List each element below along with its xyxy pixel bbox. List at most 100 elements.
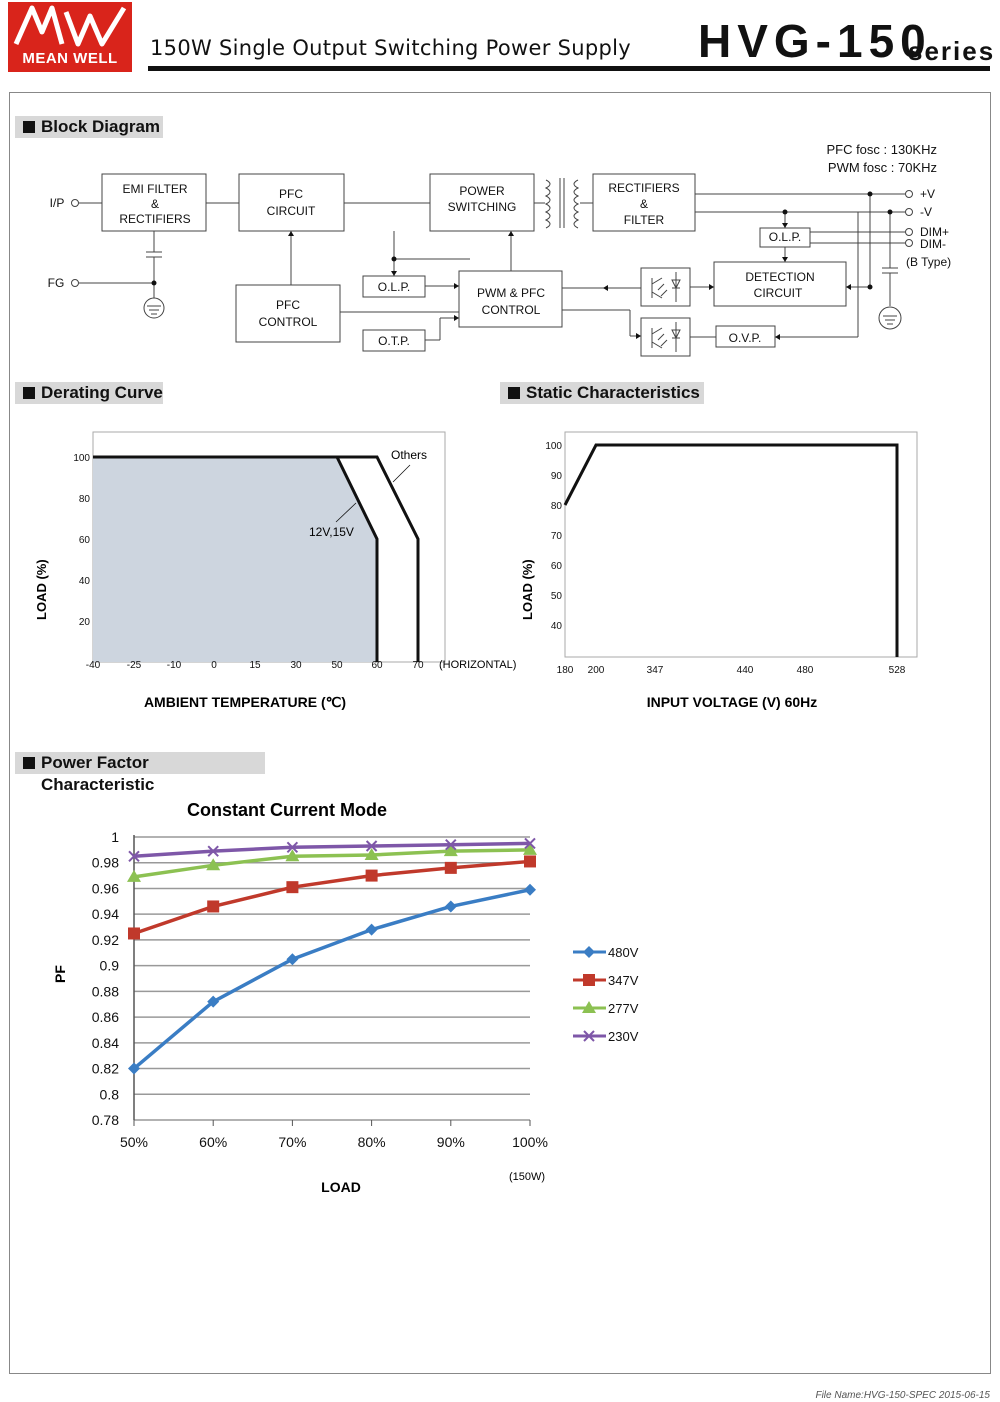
pf-point bbox=[443, 844, 458, 857]
pf-ylabel: PF bbox=[52, 965, 68, 983]
derating-x-tick: -40 bbox=[86, 660, 101, 671]
derating-x-tick: 70 bbox=[412, 660, 424, 671]
meanwell-logo: MEAN WELL bbox=[8, 2, 132, 72]
derating-y-tick: 100 bbox=[73, 453, 90, 464]
pwm-fosc-label: PWM fosc : 70KHz bbox=[828, 160, 937, 175]
page-title: 150W Single Output Switching Power Suppl… bbox=[150, 36, 631, 60]
pfc-circuit-box bbox=[238, 173, 345, 232]
pwm-label-2: CONTROL bbox=[482, 303, 541, 317]
pf-series-line bbox=[133, 859, 531, 936]
pf-series-277V bbox=[127, 842, 537, 882]
derating-x-tick: 15 bbox=[249, 660, 261, 671]
pf-point bbox=[286, 881, 299, 894]
series-label: series bbox=[908, 36, 996, 66]
detection-label-2: CIRCUIT bbox=[754, 286, 803, 300]
model-name: HVG-150 bbox=[698, 15, 932, 67]
heading-text: Power Factor Characteristic bbox=[41, 753, 155, 794]
pf-legend-label: 347V bbox=[608, 973, 639, 988]
static-x-tick: 480 bbox=[797, 665, 814, 676]
pf-point bbox=[364, 848, 379, 861]
static-load-line bbox=[563, 443, 899, 657]
pf-point bbox=[365, 840, 378, 852]
pf-point bbox=[207, 845, 219, 857]
pfc-fosc-label: PFC fosc : 130KHz bbox=[826, 142, 937, 157]
others-label: Others bbox=[391, 448, 427, 462]
pf-series-line bbox=[132, 888, 531, 1070]
derating-x-tick: 30 bbox=[290, 660, 302, 671]
static-ylabel: LOAD (%) bbox=[520, 559, 535, 620]
pf-chart: Constant Current Mode 1 0.98 0.96 0.94 0.92 0… bbox=[52, 800, 639, 1195]
derating-y-tick: 20 bbox=[79, 617, 91, 628]
pfc-label-1: PFC bbox=[279, 187, 303, 201]
pf-x-tick: 100% bbox=[512, 1134, 548, 1150]
power-label-2: SWITCHING bbox=[448, 200, 517, 214]
pf-heading: Power Factor Characteristic bbox=[15, 752, 265, 794]
file-name: File Name:HVG-150-SPEC 2015-06-15 bbox=[815, 1390, 990, 1401]
pf-y-tick: 0.96 bbox=[92, 880, 119, 896]
vplus-label: +V bbox=[920, 187, 935, 201]
pf-x-tick: 80% bbox=[358, 1134, 386, 1150]
static-heading: Static Characteristics bbox=[500, 382, 704, 404]
pf-point bbox=[207, 995, 220, 1008]
power-label-1: POWER bbox=[459, 184, 505, 198]
pf-point bbox=[286, 841, 299, 853]
pf-point bbox=[127, 869, 141, 882]
vminus-label: -V bbox=[920, 205, 932, 219]
square-bullet-icon bbox=[23, 387, 35, 399]
pf-point bbox=[128, 1062, 140, 1075]
pf-y-tick: 0.92 bbox=[92, 932, 119, 948]
heading-text: Block Diagram bbox=[41, 117, 161, 136]
static-plot-frame bbox=[564, 431, 918, 658]
pf-title: Constant Current Mode bbox=[187, 800, 387, 820]
rect-label-1: RECTIFIERS bbox=[608, 181, 679, 195]
pfc-control-label-2: CONTROL bbox=[259, 315, 318, 329]
pf-point bbox=[583, 1030, 595, 1042]
pf-load-note: (150W) bbox=[509, 1171, 545, 1183]
pf-x-tick: 90% bbox=[437, 1134, 465, 1150]
pf-series-line bbox=[133, 841, 531, 859]
static-x-tick: 180 bbox=[557, 665, 574, 676]
derating-y-tick: 40 bbox=[79, 576, 91, 587]
pf-point bbox=[286, 953, 299, 966]
static-y-tick: 40 bbox=[551, 621, 563, 632]
otp-label: O.T.P. bbox=[378, 334, 410, 348]
square-bullet-icon bbox=[23, 121, 35, 133]
static-y-tick: 100 bbox=[545, 441, 562, 452]
derating-ylabel: LOAD (%) bbox=[34, 559, 49, 620]
pf-point bbox=[523, 842, 537, 855]
pf-legend-label: 277V bbox=[608, 1001, 639, 1016]
static-x-tick: 200 bbox=[588, 665, 605, 676]
optocoupler-top bbox=[640, 267, 691, 307]
static-x-tick: 528 bbox=[889, 665, 906, 676]
square-bullet-icon bbox=[508, 387, 520, 399]
pf-point bbox=[524, 855, 536, 868]
pf-point bbox=[444, 861, 457, 874]
pf-y-tick: 0.9 bbox=[100, 958, 120, 974]
square-bullet-icon bbox=[23, 757, 35, 769]
btype-label: (B Type) bbox=[906, 255, 951, 269]
olp-label: O.L.P. bbox=[378, 280, 410, 294]
derating-x-tick: 50 bbox=[331, 660, 343, 671]
pf-y-tick: 0.94 bbox=[92, 906, 119, 922]
olp2-label: O.L.P. bbox=[769, 230, 801, 244]
pf-point bbox=[128, 850, 140, 863]
pf-point bbox=[206, 858, 221, 871]
content-frame bbox=[9, 92, 991, 1374]
pf-legend-label: 480V bbox=[608, 945, 639, 960]
pf-series-230V bbox=[128, 837, 536, 863]
pf-y-tick: 0.84 bbox=[92, 1035, 119, 1051]
static-y-tick: 80 bbox=[551, 501, 563, 512]
header-rule bbox=[148, 66, 990, 71]
optocoupler-bottom bbox=[640, 317, 691, 357]
derating-x-tick: 0 bbox=[211, 660, 217, 671]
pf-y-tick: 1 bbox=[111, 829, 119, 845]
dimminus-label: DIM- bbox=[920, 237, 946, 251]
v1215-label: 12V,15V bbox=[309, 525, 354, 539]
pfc-control-label-1: PFC bbox=[276, 298, 300, 312]
ip-label: I/P bbox=[50, 196, 65, 210]
pf-legend-item: 230V bbox=[573, 1029, 639, 1044]
pf-y-tick: 0.86 bbox=[92, 1009, 119, 1025]
derating-line-others bbox=[93, 455, 420, 662]
pf-y-tick: 0.88 bbox=[92, 983, 119, 999]
